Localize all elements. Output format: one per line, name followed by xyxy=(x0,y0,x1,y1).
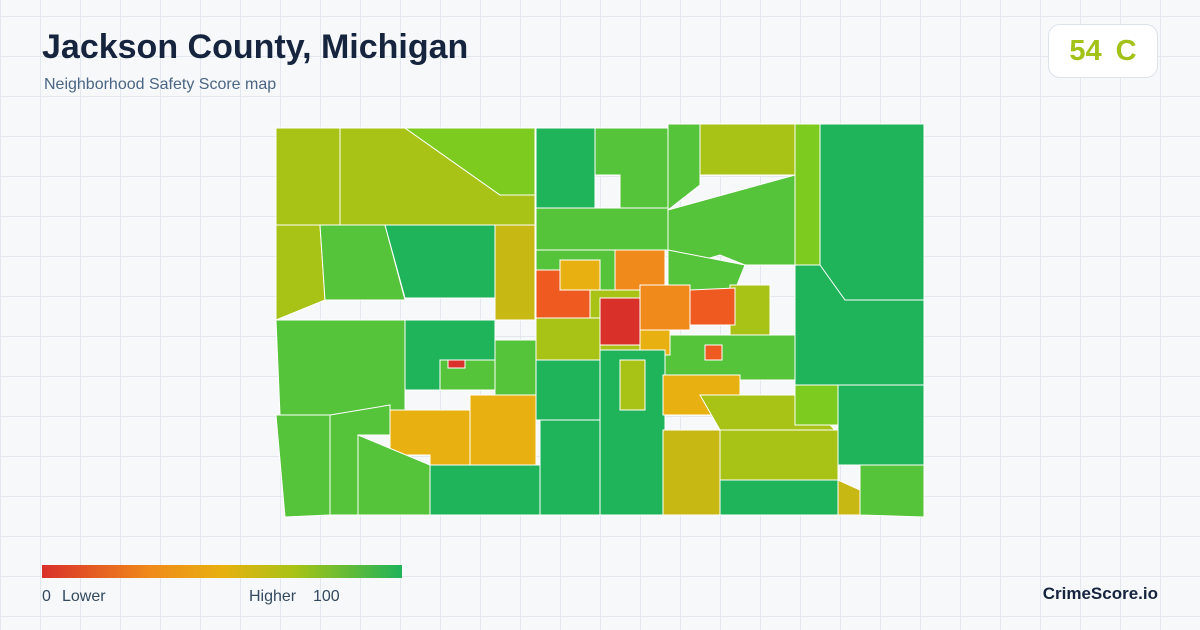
legend-max: 100 xyxy=(313,588,340,605)
legend-min: 0 xyxy=(42,588,51,605)
subtitle: Neighborhood Safety Score map xyxy=(44,76,277,93)
grade: C xyxy=(1115,34,1137,67)
legend-max-label: Higher xyxy=(249,588,297,605)
title: Jackson County, Michigan xyxy=(42,28,469,66)
brand: CrimeScore.io xyxy=(1042,584,1158,603)
legend-gradient xyxy=(42,565,402,578)
legend-min-label: Lower xyxy=(62,588,106,605)
score-box: 54 C xyxy=(1048,24,1158,78)
score: 54 xyxy=(1069,34,1102,67)
regions xyxy=(275,123,925,518)
